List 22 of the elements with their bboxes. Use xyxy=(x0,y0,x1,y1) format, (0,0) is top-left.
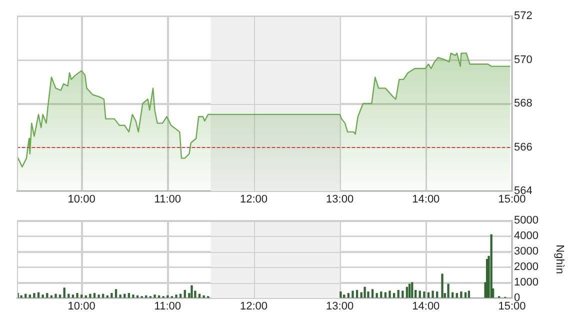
x-tick-label: 15:00 xyxy=(498,300,526,313)
x-tick-label: 15:00 xyxy=(498,194,526,206)
x-tick-label: 11:00 xyxy=(154,194,182,206)
x-tick-label: 13:00 xyxy=(326,300,354,313)
y-axis-title: Nghìn xyxy=(553,244,566,274)
y-tick-label: 2000 xyxy=(514,261,538,274)
x-tick-label: 12:00 xyxy=(240,300,268,313)
y-tick-label: 5000 xyxy=(514,214,538,227)
x-tick-label: 12:00 xyxy=(240,194,268,206)
x-tick-label: 11:00 xyxy=(154,300,182,313)
y-tick-label: 1000 xyxy=(514,276,538,289)
x-tick-label: 13:00 xyxy=(326,194,354,206)
y-tick-label: 572 xyxy=(514,10,532,22)
y-tick-label: 568 xyxy=(514,98,532,110)
y-tick-label: 570 xyxy=(514,54,532,66)
y-tick-label: 4000 xyxy=(514,230,538,242)
x-tick-label: 10:00 xyxy=(68,300,96,313)
x-tick-label: 14:00 xyxy=(412,300,440,313)
y-tick-label: 566 xyxy=(514,141,532,154)
x-tick-label: 10:00 xyxy=(68,194,96,206)
x-tick-label: 14:00 xyxy=(412,194,440,206)
y-tick-label: 3000 xyxy=(514,246,538,258)
